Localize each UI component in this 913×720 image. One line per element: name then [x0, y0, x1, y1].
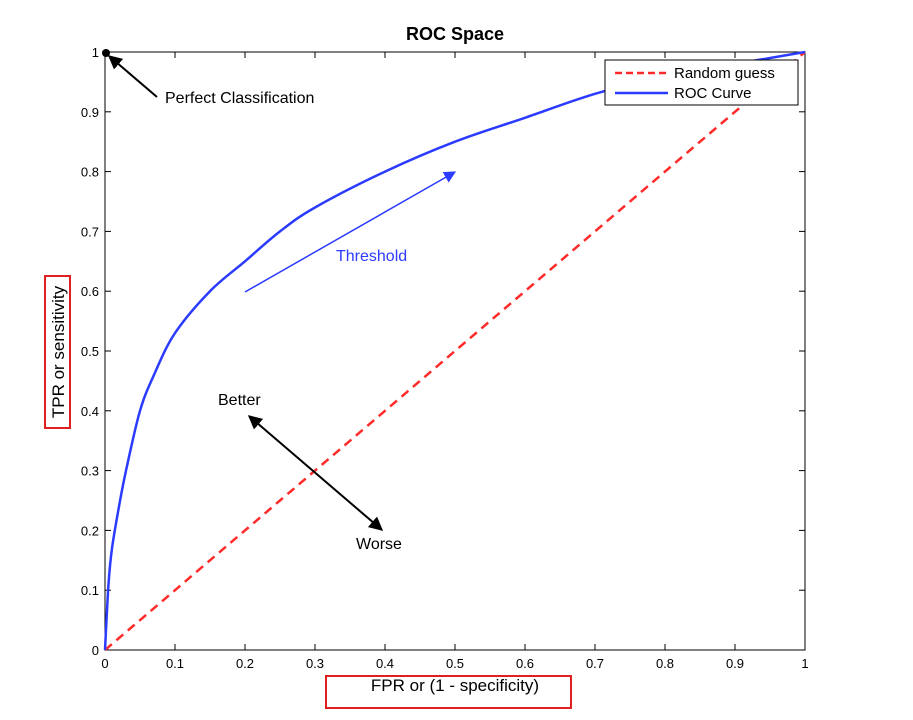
y-tick-label: 0.8	[81, 165, 99, 180]
threshold-arrow	[244, 171, 457, 293]
y-tick-label: 0	[92, 643, 99, 658]
x-tick-label: 0	[101, 656, 108, 671]
random-guess-line	[104, 51, 806, 651]
x-tick-label: 0.5	[446, 656, 464, 671]
perfect-classification-arrow	[107, 55, 158, 98]
y-tick-label: 0.2	[81, 523, 99, 538]
legend-box	[604, 59, 799, 106]
y-tick-label: 0.9	[81, 105, 99, 120]
x-axis-ticks: 0 0.1 0.2 0.3 0.4 0.5 0.6 0.7 0.8 0.9 1	[101, 52, 809, 671]
y-tick-label: 0.6	[81, 284, 99, 299]
x-axis-label: FPR or (1 - specificity)	[371, 676, 539, 695]
annotation-better: Better	[218, 392, 261, 409]
y-tick-label: 0.7	[81, 224, 99, 239]
y-tick-label: 0.1	[81, 583, 99, 598]
annotation-threshold: Threshold	[336, 248, 407, 265]
y-axis-label: TPR or sensitivity	[49, 285, 68, 418]
x-axis-label-highlight	[325, 675, 572, 709]
x-tick-label: 0.9	[726, 656, 744, 671]
x-tick-label: 1	[801, 656, 808, 671]
annotation-worse: Worse	[356, 536, 402, 553]
legend: Random guess ROC Curve	[604, 59, 799, 106]
legend-label-random-guess: Random guess	[674, 65, 775, 82]
y-axis-ticks: 0 0.1 0.2 0.3 0.4 0.5 0.6 0.7 0.8 0.9 1	[81, 45, 805, 658]
roc-curve-line	[103, 50, 806, 651]
x-tick-label: 0.8	[656, 656, 674, 671]
x-tick-label: 0.6	[516, 656, 534, 671]
y-tick-label: 1	[92, 45, 99, 60]
y-tick-label: 0.5	[81, 344, 99, 359]
annotation-perfect-classification: Perfect Classification	[165, 90, 314, 107]
chart-title: ROC Space	[406, 24, 504, 44]
x-tick-label: 0.4	[376, 656, 394, 671]
x-tick-label: 0.2	[236, 656, 254, 671]
y-axis-label-highlight	[44, 275, 71, 429]
better-worse-arrow	[247, 415, 384, 531]
x-tick-label: 0.7	[586, 656, 604, 671]
legend-label-roc-curve: ROC Curve	[674, 85, 752, 102]
perfect-classification-point	[102, 49, 110, 57]
y-tick-label: 0.4	[81, 404, 99, 419]
x-tick-label: 0.1	[166, 656, 184, 671]
x-tick-label: 0.3	[306, 656, 324, 671]
y-tick-label: 0.3	[81, 464, 99, 479]
